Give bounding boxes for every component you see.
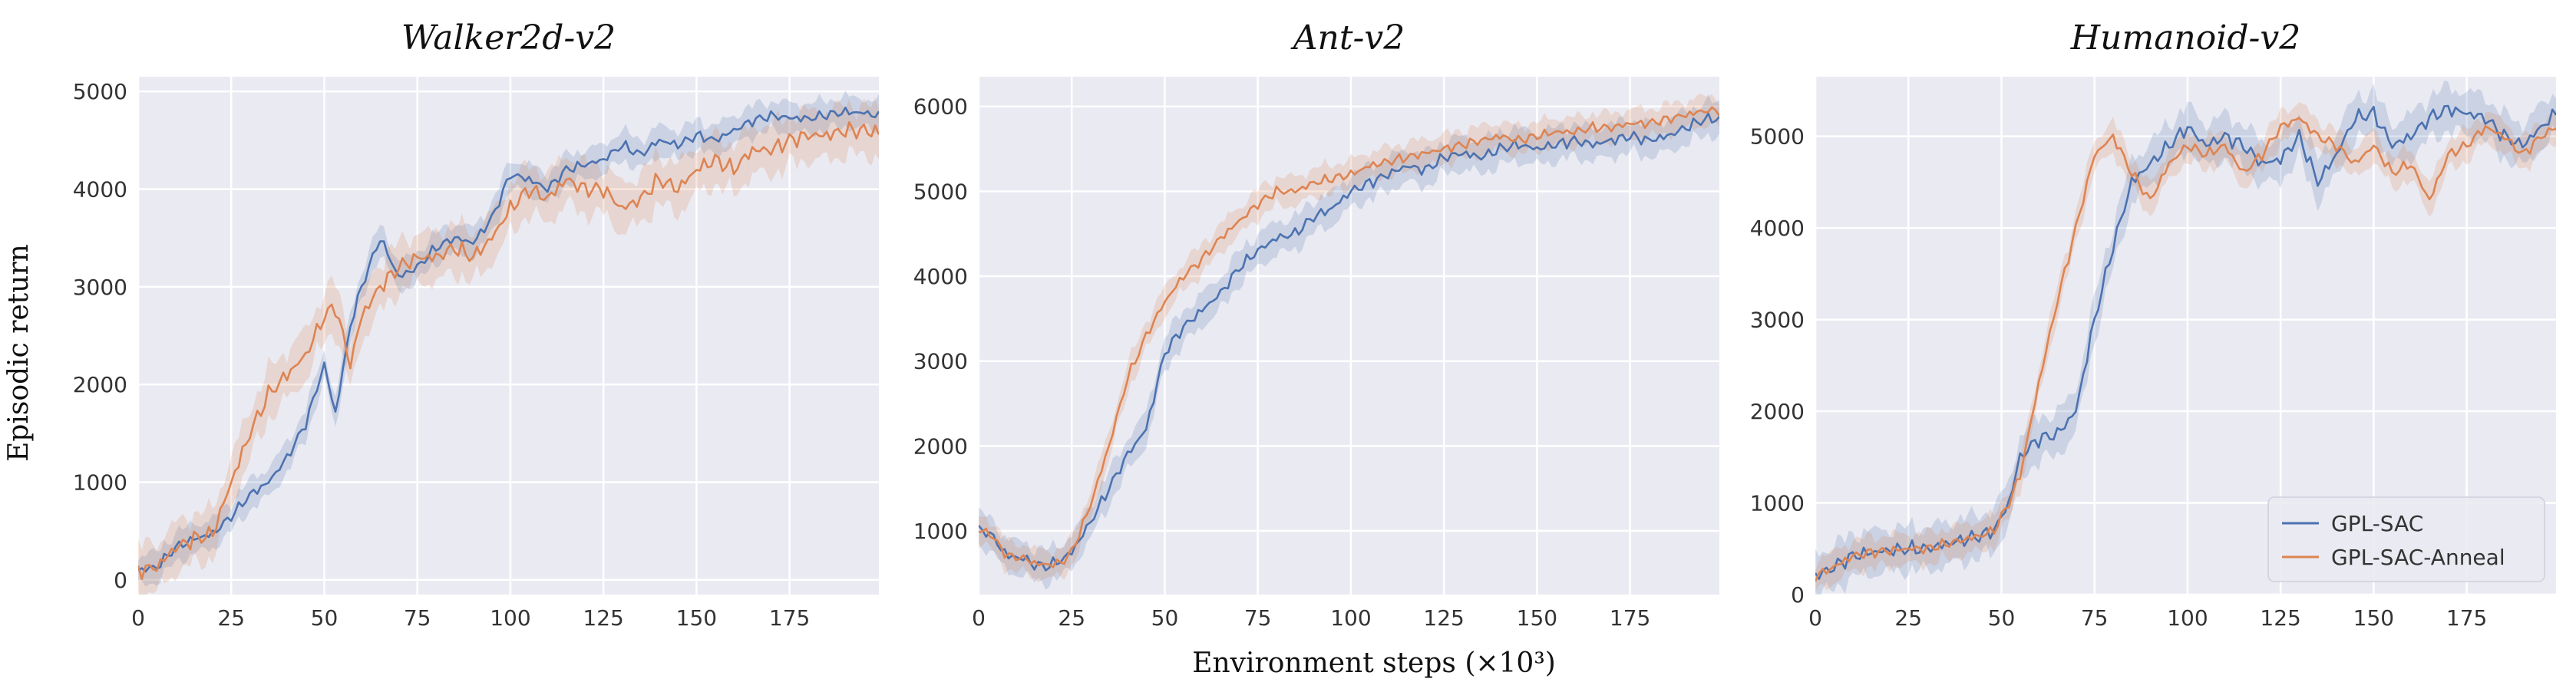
series-line	[1815, 117, 2556, 582]
confidence-band	[138, 97, 879, 595]
x-tick-label: 100	[2167, 605, 2208, 631]
series-group	[1815, 81, 2556, 595]
y-tick-label: 0	[114, 568, 127, 593]
series-line	[138, 121, 879, 581]
panel-title: Walker2d-v2	[401, 18, 616, 58]
x-tick-label: 25	[1058, 605, 1085, 631]
x-tick-label: 175	[1610, 605, 1650, 631]
y-tick-label: 3000	[913, 349, 968, 374]
x-tick-label: 75	[2081, 605, 2109, 631]
y-tick-label: 0	[1791, 582, 1805, 608]
x-tick-label: 150	[676, 605, 717, 631]
x-tick-label: 100	[1330, 605, 1371, 631]
x-tick-label: 125	[1423, 605, 1464, 631]
confidence-band	[1815, 101, 2556, 593]
y-tick-label: 3000	[73, 275, 127, 300]
x-tick-label: 175	[2446, 605, 2487, 631]
confidence-band	[979, 93, 1719, 583]
panel-title: Ant-v2	[1290, 18, 1405, 58]
panel-title: Humanoid-v2	[2070, 18, 2300, 58]
plot-area	[979, 77, 1719, 595]
x-tick-label: 75	[404, 605, 431, 631]
series-line	[138, 106, 879, 573]
legend: GPL-SAC GPL-SAC-Anneal	[2267, 496, 2545, 582]
plot-area	[138, 77, 879, 595]
y-tick-label: 4000	[913, 264, 968, 289]
x-axis-label: Environment steps (×10³)	[1192, 648, 1556, 679]
y-tick-label: 1000	[1750, 491, 1805, 516]
x-tick-label: 175	[769, 605, 810, 631]
legend-label: GPL-SAC-Anneal	[2331, 545, 2505, 570]
panels: 0 25 50 75 100 125 150 175010002000300040005000…	[73, 18, 2556, 631]
panel-1: 0 25 50 75 100 125 150 175 0 1000 2000 3000 4000 5000…	[73, 18, 879, 631]
x-tick-label: 25	[217, 605, 245, 631]
y-tick-label: 6000	[913, 94, 968, 120]
series-group	[138, 91, 879, 595]
y-tick-label: 5000	[1750, 124, 1805, 150]
y-tick-label: 3000	[1750, 308, 1805, 333]
x-tick-label: 0	[131, 605, 145, 631]
series-group	[979, 93, 1719, 590]
y-tick-label: 1000	[73, 470, 127, 496]
x-tick-label: 125	[2260, 605, 2300, 631]
x-tick-label: 0	[972, 605, 986, 631]
x-tick-label: 75	[1244, 605, 1272, 631]
y-tick-label: 2000	[73, 372, 127, 397]
legend-label: GPL-SAC	[2331, 511, 2423, 536]
y-tick-label: 5000	[913, 179, 968, 204]
x-tick-label: 150	[2353, 605, 2394, 631]
legend-box	[2267, 496, 2545, 582]
y-tick-label: 2000	[913, 433, 968, 459]
x-tick-label: 25	[1894, 605, 1922, 631]
x-tick-label: 100	[490, 605, 530, 631]
y-tick-label: 4000	[73, 176, 127, 202]
x-tick-label: 150	[1517, 605, 1557, 631]
x-tick-label: 50	[311, 605, 339, 631]
y-tick-label: 4000	[1750, 216, 1805, 241]
series-line	[979, 112, 1719, 572]
y-tick-label: 5000	[73, 79, 127, 104]
series-line	[1815, 104, 2556, 580]
x-tick-label: 50	[1988, 605, 2016, 631]
x-tick-label: 0	[1808, 605, 1822, 631]
y-axis-label: Episodic return	[3, 244, 35, 462]
y-tick-label: 1000	[913, 519, 968, 544]
y-tick-label: 2000	[1750, 399, 1805, 424]
series-line	[979, 106, 1719, 568]
x-tick-label: 125	[583, 605, 623, 631]
panel-2: 0 25 50 75 100 125 150 175 1000 2000 3000 4000 5000 6…	[913, 18, 1719, 631]
x-tick-label: 50	[1151, 605, 1179, 631]
